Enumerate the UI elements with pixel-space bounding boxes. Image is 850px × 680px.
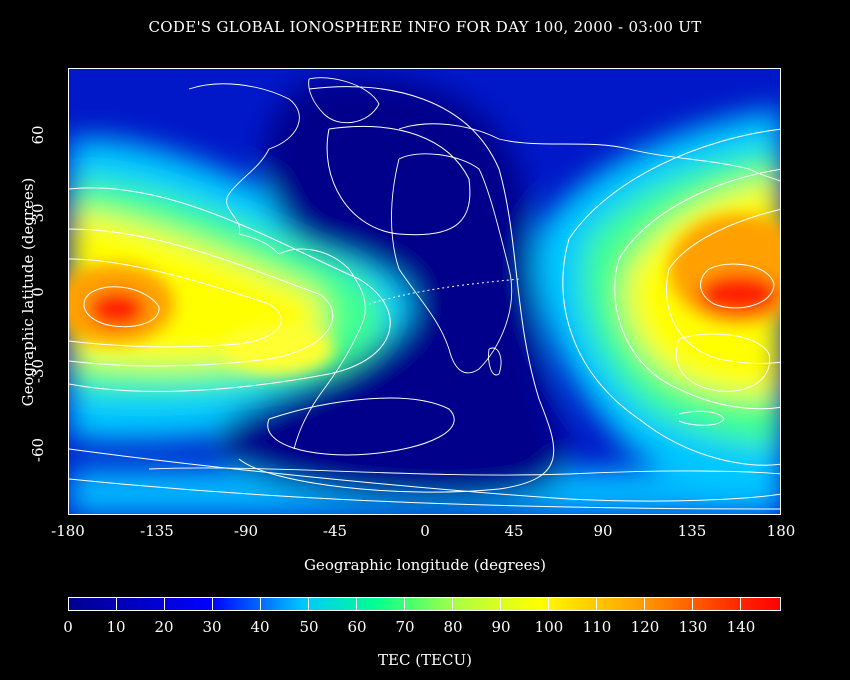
map-title: CODE'S GLOBAL IONOSPHERE INFO FOR DAY 10… [148, 18, 702, 36]
antarctica-coast [148, 467, 780, 476]
colorbar-divider [260, 598, 261, 610]
contour-line [267, 397, 455, 456]
greenland-coast [308, 77, 380, 124]
tec-map [68, 68, 781, 515]
colorbar-tick-label: 120 [630, 618, 660, 636]
colorbar-tick-label: 20 [154, 618, 174, 636]
colorbar-divider [452, 598, 453, 610]
colorbar-divider [596, 598, 597, 610]
x-tick-label: 90 [593, 522, 613, 540]
x-tick-label: -180 [51, 522, 85, 540]
y-tick-label: 60 [29, 125, 47, 145]
colorbar-tick-label: 50 [299, 618, 319, 636]
colorbar-divider [212, 598, 213, 610]
south-america-coast [278, 248, 366, 450]
contour-line [562, 128, 780, 466]
colorbar-divider [740, 598, 741, 610]
contour-line [69, 228, 334, 367]
colorbar-tick-label: 60 [347, 618, 367, 636]
x-tick-label: 180 [766, 522, 796, 540]
x-tick-label: -135 [140, 522, 174, 540]
colorbar-divider [116, 598, 117, 610]
africa-coast [391, 153, 513, 374]
colorbar-divider [308, 598, 309, 610]
x-axis-label: Geographic longitude (degrees) [303, 556, 547, 574]
tec-colorbar [68, 597, 781, 611]
colorbar-tick-label: 70 [395, 618, 415, 636]
colorbar-tick-label: 10 [106, 618, 126, 636]
colorbar-divider [404, 598, 405, 610]
colorbar-tick-label: 90 [491, 618, 511, 636]
colorbar-tick-label: 110 [582, 618, 612, 636]
madagascar-coast [488, 347, 502, 376]
contour-line [614, 168, 780, 410]
colorbar-tick-label: 80 [443, 618, 463, 636]
x-tick-label: -90 [233, 522, 259, 540]
contour-line [69, 258, 282, 348]
colorbar-tick-label: 40 [250, 618, 270, 636]
y-tick-label: -60 [29, 437, 47, 463]
colorbar-tick-label: 30 [202, 618, 222, 636]
west-secondary-blob [224, 324, 334, 374]
magnetic-equator [368, 278, 520, 305]
australia-coast [675, 333, 771, 392]
colorbar-divider [692, 598, 693, 610]
contour-line [69, 448, 780, 502]
colorbar-label: TEC (TECU) [378, 651, 472, 669]
colorbar-divider [164, 598, 165, 610]
east-peak-red [699, 274, 779, 314]
contour-line [83, 286, 160, 328]
x-tick-label: 0 [420, 522, 430, 540]
x-tick-label: -45 [322, 522, 348, 540]
contour-line [238, 86, 555, 493]
colorbar-divider [500, 598, 501, 610]
colorbar-divider [644, 598, 645, 610]
colorbar-divider [548, 598, 549, 610]
contour-line [326, 126, 471, 236]
contour-line [69, 187, 391, 392]
x-tick-label: 45 [504, 522, 524, 540]
low-tec-core [216, 76, 567, 502]
y-axis-label: Geographic latitude (degrees) [19, 177, 37, 407]
coastlines [148, 77, 780, 476]
eurasia-coast [398, 123, 780, 182]
contour-line [678, 410, 725, 426]
north-america-coast [188, 83, 300, 255]
x-tick-label: 135 [677, 522, 707, 540]
tec-contours [69, 86, 780, 510]
colorbar-tick-label: 0 [63, 618, 73, 636]
colorbar-tick-label: 100 [534, 618, 564, 636]
west-peak-red [89, 291, 145, 327]
contour-line [700, 263, 775, 309]
tec-map-svg [69, 69, 780, 514]
colorbar-divider [356, 598, 357, 610]
colorbar-tick-label: 130 [678, 618, 708, 636]
contour-line [665, 208, 780, 365]
contour-line [69, 478, 780, 510]
colorbar-tick-label: 140 [726, 618, 756, 636]
